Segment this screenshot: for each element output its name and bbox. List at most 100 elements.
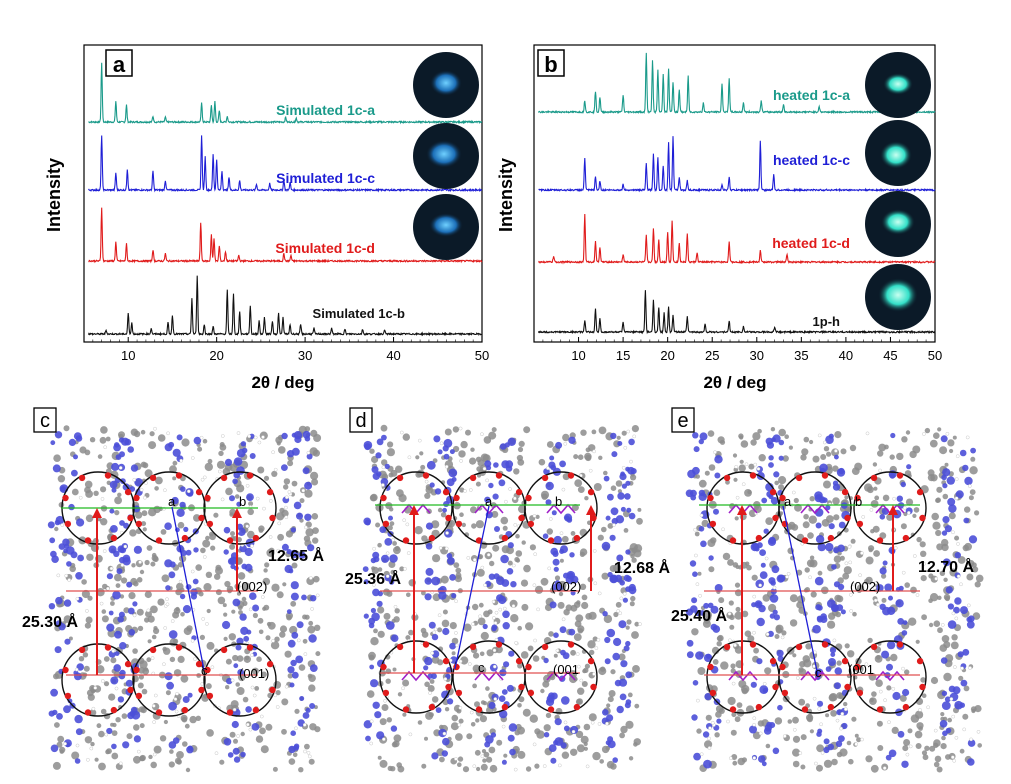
nitrogen-atom — [233, 457, 243, 466]
carbon-atom — [219, 444, 227, 451]
carbon-atom — [222, 603, 227, 608]
nitrogen-atom — [106, 727, 113, 735]
hydrogen-atom — [99, 601, 104, 606]
nitrogen-atom — [841, 722, 848, 730]
nitrogen-atom — [716, 718, 722, 724]
carbon-atom — [148, 441, 157, 450]
carbon-atom — [791, 524, 799, 531]
nitrogen-atom — [435, 707, 442, 713]
nitrogen-atom — [50, 688, 58, 697]
carbon-atom — [732, 562, 739, 568]
hydrogen-atom — [575, 652, 580, 656]
nitrogen-atom — [60, 486, 66, 492]
hydrogen-atom — [268, 499, 273, 503]
carbon-atom — [606, 703, 611, 708]
hydrogen-atom — [393, 605, 398, 609]
oxygen-atom — [422, 641, 430, 648]
hydrogen-atom — [248, 607, 253, 612]
carbon-atom — [205, 683, 212, 690]
carbon-atom — [882, 494, 890, 502]
nitrogen-atom — [954, 597, 962, 605]
nitrogen-atom — [815, 535, 825, 544]
oxygen-atom — [62, 666, 69, 674]
carbon-atom — [276, 591, 284, 599]
carbon-atom — [399, 566, 405, 572]
carbon-atom — [940, 743, 947, 750]
nitrogen-atom — [778, 455, 784, 461]
carbon-atom — [522, 708, 531, 717]
nitrogen-atom — [621, 483, 628, 489]
nitrogen-atom — [613, 637, 622, 647]
nitrogen-atom — [112, 590, 121, 600]
nitrogen-atom — [54, 646, 62, 654]
nitrogen-atom — [168, 701, 178, 711]
carbon-atom — [229, 543, 236, 550]
oxygen-atom — [876, 706, 884, 713]
carbon-atom — [796, 601, 804, 609]
nitrogen-atom — [827, 743, 835, 751]
hydrogen-atom — [253, 435, 258, 440]
nitrogen-atom — [710, 605, 719, 614]
carbon-atom — [896, 452, 904, 461]
hydrogen-atom — [296, 638, 301, 643]
nitrogen-atom — [443, 501, 450, 507]
carbon-atom — [283, 478, 291, 485]
nitrogen-atom — [945, 727, 952, 734]
carbon-atom — [225, 658, 232, 665]
panel-b-x-ticks: 10 15 20 25 30 35 40 45 50 — [533, 337, 942, 363]
carbon-atom — [591, 429, 597, 435]
nitrogen-atom — [56, 713, 63, 720]
carbon-atom — [968, 495, 974, 501]
carbon-atom — [571, 504, 579, 511]
nitrogen-atom — [695, 651, 704, 660]
carbon-atom — [730, 729, 737, 736]
oxygen-atom — [198, 514, 205, 522]
hydrogen-atom — [729, 756, 733, 761]
oxygen-atom — [78, 474, 86, 482]
hydrogen-atom — [698, 594, 702, 598]
crystal-labels: c 12.65 Å 25.30 Å (002) (001) a b c d 12… — [22, 407, 974, 681]
carbon-atom — [585, 454, 592, 462]
nitrogen-atom — [294, 435, 302, 444]
hydrogen-atom — [139, 487, 144, 492]
hydrogen-atom — [536, 607, 540, 612]
hydrogen-atom — [835, 718, 840, 723]
panel-b-trace-heated-1c-c — [538, 136, 936, 193]
carbon-atom — [140, 429, 146, 435]
carbon-atom — [601, 526, 607, 533]
carbon-atom — [121, 577, 128, 584]
hydrogen-atom — [812, 696, 817, 701]
carbon-atom — [369, 494, 377, 502]
nitrogen-atom — [542, 533, 549, 539]
nitrogen-atom — [882, 606, 891, 616]
panel-d-axis-b: b — [555, 494, 562, 509]
carbon-atom — [151, 554, 158, 562]
carbon-atom — [920, 550, 927, 557]
oxygen-atom — [204, 666, 211, 674]
carbon-atom — [849, 444, 857, 452]
carbon-atom — [186, 625, 193, 632]
carbon-atom — [825, 713, 830, 718]
carbon-atom — [241, 596, 247, 602]
carbon-atom — [114, 509, 120, 516]
hydrogen-atom — [592, 672, 596, 676]
carbon-atom — [597, 534, 604, 541]
nitrogen-atom — [959, 449, 967, 457]
nitrogen-atom — [508, 650, 515, 657]
carbon-atom — [705, 714, 712, 721]
nitrogen-atom — [233, 471, 240, 479]
nitrogen-atom — [426, 460, 436, 470]
carbon-atom — [757, 428, 762, 434]
carbon-atom — [138, 706, 146, 713]
hydrogen-atom — [508, 487, 512, 491]
hydrogen-atom — [873, 598, 878, 603]
nitrogen-atom — [114, 442, 120, 448]
oxygen-atom — [155, 709, 163, 716]
oxygen-atom — [110, 534, 118, 542]
carbon-atom — [710, 537, 717, 544]
nitrogen-atom — [304, 481, 313, 490]
carbon-atom — [921, 693, 927, 698]
nitrogen-atom — [703, 759, 712, 769]
carbon-atom — [117, 492, 122, 497]
carbon-atom — [257, 466, 265, 474]
